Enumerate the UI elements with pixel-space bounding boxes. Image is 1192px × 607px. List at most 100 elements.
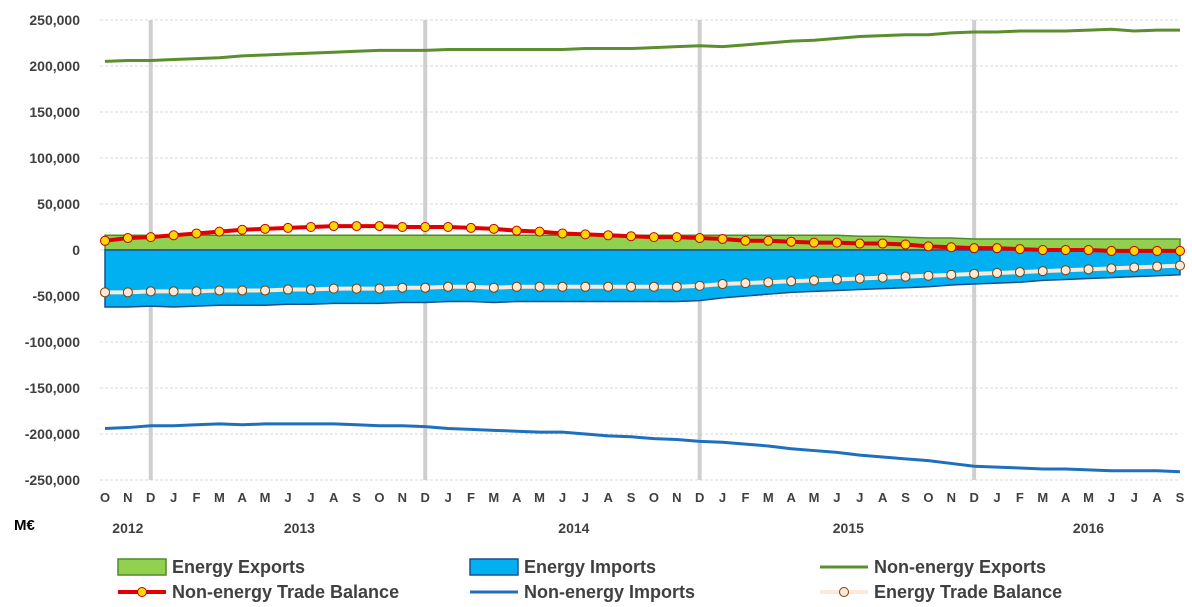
- legend-item-non-energy-exports: Non-energy Exports: [820, 557, 1046, 577]
- point-non-energy-trade-balance: [923, 241, 934, 252]
- point-non-energy-trade-balance: [717, 233, 728, 244]
- point-non-energy-trade-balance: [969, 243, 980, 254]
- point-non-energy-trade-balance: [191, 228, 202, 239]
- point-non-energy-trade-balance: [740, 235, 751, 246]
- point-non-energy-trade-balance: [900, 239, 911, 250]
- area-energy-imports: [104, 249, 1181, 308]
- legend-item-energy-imports: Energy Imports: [469, 557, 656, 577]
- point-non-energy-trade-balance: [557, 228, 568, 239]
- point-non-energy-trade-balance: [1014, 244, 1025, 255]
- point-energy-trade-balance: [809, 275, 820, 286]
- legend-marker: [839, 587, 849, 597]
- x-month-label: F: [193, 490, 201, 505]
- x-month-label: S: [1176, 490, 1185, 505]
- x-month-label: M: [488, 490, 499, 505]
- y-tick-label: -200,000: [25, 426, 80, 442]
- x-month-label: J: [833, 490, 840, 505]
- x-month-label: M: [260, 490, 271, 505]
- point-non-energy-trade-balance: [214, 226, 225, 237]
- x-month-label: S: [627, 490, 636, 505]
- x-month-label: J: [719, 490, 726, 505]
- x-month-label: A: [786, 490, 796, 505]
- point-energy-trade-balance: [1037, 266, 1048, 277]
- x-month-label: F: [467, 490, 475, 505]
- legend-item-energy-trade-balance: Energy Trade Balance: [820, 582, 1062, 602]
- point-energy-trade-balance: [900, 271, 911, 282]
- point-energy-trade-balance: [488, 282, 499, 293]
- x-month-label: F: [741, 490, 749, 505]
- x-month-label: A: [603, 490, 613, 505]
- point-energy-trade-balance: [443, 281, 454, 292]
- point-energy-trade-balance: [328, 283, 339, 294]
- point-energy-trade-balance: [237, 285, 248, 296]
- point-energy-trade-balance: [465, 281, 476, 292]
- point-energy-trade-balance: [648, 281, 659, 292]
- legend-label: Non-energy Trade Balance: [172, 582, 399, 602]
- point-energy-trade-balance: [923, 270, 934, 281]
- x-month-label: N: [947, 490, 956, 505]
- point-energy-trade-balance: [534, 281, 545, 292]
- point-non-energy-trade-balance: [1152, 245, 1163, 256]
- x-month-label: J: [307, 490, 314, 505]
- point-energy-trade-balance: [626, 281, 637, 292]
- point-non-energy-trade-balance: [1106, 245, 1117, 256]
- point-energy-trade-balance: [100, 287, 110, 298]
- point-non-energy-trade-balance: [946, 242, 957, 253]
- point-non-energy-trade-balance: [1060, 245, 1071, 255]
- x-month-label: M: [809, 490, 820, 505]
- point-non-energy-trade-balance: [854, 238, 865, 249]
- x-year-label: 2012: [112, 520, 143, 536]
- point-energy-trade-balance: [671, 281, 682, 292]
- legend-item-non-energy-trade-balance: Non-energy Trade Balance: [118, 582, 399, 602]
- x-axis-year-labels: 2012 2013 2014 2015 2016: [112, 520, 1104, 536]
- x-month-label: A: [329, 490, 339, 505]
- point-non-energy-trade-balance: [763, 235, 774, 246]
- y-tick-label: 150,000: [29, 104, 80, 120]
- point-energy-trade-balance: [694, 280, 705, 291]
- line-non-energy-exports: [104, 27, 1180, 63]
- point-energy-trade-balance: [740, 278, 751, 289]
- y-tick-label: -100,000: [25, 334, 80, 350]
- x-month-label: D: [421, 490, 430, 505]
- point-non-energy-trade-balance: [260, 223, 271, 234]
- point-energy-trade-balance: [877, 272, 888, 283]
- legend-label: Non-energy Exports: [874, 557, 1046, 577]
- point-energy-trade-balance: [1083, 264, 1094, 275]
- x-month-label: J: [856, 490, 863, 505]
- x-month-label: J: [993, 490, 1000, 505]
- point-non-energy-trade-balance: [534, 226, 545, 237]
- point-energy-trade-balance: [717, 279, 728, 290]
- x-month-label: A: [1061, 490, 1071, 505]
- y-tick-label: 0: [72, 242, 80, 258]
- x-month-label: S: [352, 490, 361, 505]
- x-month-label: A: [512, 490, 522, 505]
- line-non-energy-imports: [104, 422, 1181, 474]
- point-non-energy-trade-balance: [465, 222, 476, 233]
- point-energy-trade-balance: [351, 283, 362, 294]
- x-year-label: 2013: [284, 520, 315, 536]
- point-non-energy-trade-balance: [282, 222, 293, 233]
- x-month-label: J: [1131, 490, 1138, 505]
- x-month-label: A: [1152, 490, 1162, 505]
- y-tick-label: -150,000: [25, 380, 80, 396]
- point-non-energy-trade-balance: [648, 232, 659, 243]
- point-energy-trade-balance: [191, 286, 202, 297]
- series-markers: [100, 221, 1185, 298]
- point-non-energy-trade-balance: [992, 243, 1003, 254]
- legend-item-non-energy-imports: Non-energy Imports: [470, 582, 695, 602]
- legend-label: Non-energy Imports: [524, 582, 695, 602]
- point-non-energy-trade-balance: [328, 221, 339, 232]
- point-energy-trade-balance: [946, 269, 957, 280]
- point-energy-trade-balance: [420, 282, 431, 293]
- legend-item-energy-exports: Energy Exports: [117, 557, 305, 577]
- point-energy-trade-balance: [1152, 261, 1163, 272]
- x-month-label: S: [901, 490, 910, 505]
- point-non-energy-trade-balance: [580, 229, 591, 240]
- y-tick-label: -50,000: [33, 288, 81, 304]
- point-non-energy-trade-balance: [626, 231, 637, 242]
- point-energy-trade-balance: [1014, 267, 1025, 278]
- point-energy-trade-balance: [168, 286, 179, 297]
- x-month-label: A: [878, 490, 888, 505]
- point-non-energy-trade-balance: [168, 230, 179, 241]
